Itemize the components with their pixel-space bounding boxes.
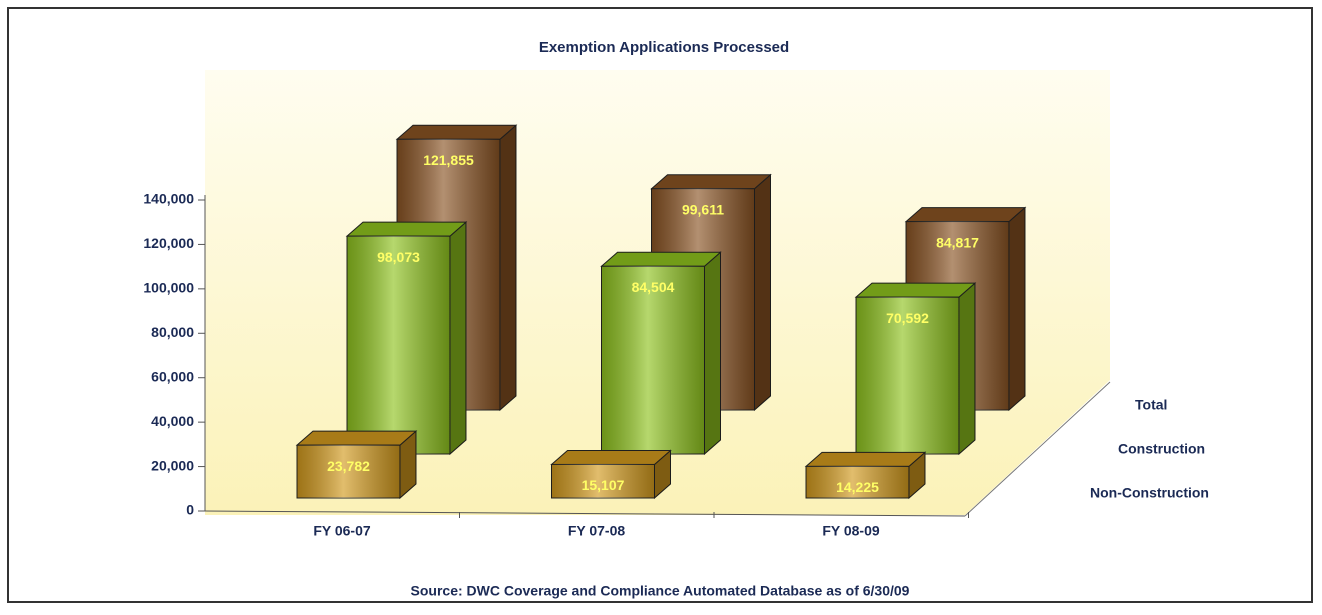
bar-side-shade — [1009, 207, 1025, 410]
bar-side-shade — [959, 283, 975, 454]
y-tick-label: 140,000 — [143, 191, 194, 207]
source-note: Source: DWC Coverage and Compliance Auto… — [411, 583, 910, 599]
bar-side-shade — [400, 431, 416, 498]
chart-title: Exemption Applications Processed — [539, 39, 789, 56]
bar-top-shade — [551, 450, 671, 465]
bar-top-shade — [397, 125, 516, 140]
bar-shine — [347, 236, 450, 454]
bar-top-shade — [601, 252, 721, 267]
bar-top-shade — [297, 431, 416, 446]
y-tick-label: 120,000 — [143, 235, 194, 251]
value-label: 23,782 — [327, 458, 370, 474]
bar-top-shade — [806, 452, 925, 467]
value-label: 98,073 — [377, 249, 420, 265]
bar-top-shade — [347, 222, 466, 237]
x-tick-label: FY 07-08 — [568, 523, 626, 539]
bar-shine — [806, 466, 909, 498]
x-axis — [204, 510, 966, 517]
bar-top-shade — [906, 207, 1025, 222]
value-label: 121,855 — [423, 152, 474, 168]
bar-top-shade — [856, 283, 975, 298]
x-tick-label: FY 06-07 — [313, 523, 371, 539]
bar-side-shade — [500, 125, 516, 410]
bar-shine — [856, 297, 959, 454]
y-tick-label: 100,000 — [143, 280, 194, 296]
value-label: 84,817 — [936, 234, 979, 250]
bar-side-shade — [450, 222, 466, 454]
legend-label: Construction — [1118, 441, 1205, 457]
bar-side-shade — [754, 174, 771, 410]
y-tick-label: 40,000 — [151, 413, 194, 429]
value-label: 99,611 — [682, 201, 724, 217]
bar-side-shade — [704, 252, 721, 454]
bar-top-shade — [651, 174, 771, 189]
value-label: 84,504 — [632, 279, 675, 295]
y-tick-label: 80,000 — [151, 324, 194, 340]
legend-label: Total — [1135, 397, 1167, 413]
depth-axis — [964, 381, 1111, 517]
y-tick-label: 0 — [186, 502, 194, 518]
value-label: 70,592 — [886, 310, 929, 326]
bar-shine — [297, 445, 400, 498]
y-tick-label: 20,000 — [151, 457, 194, 473]
legend-label: Non-Construction — [1090, 485, 1209, 501]
bar-shine — [601, 266, 705, 454]
bar-side-shade — [654, 450, 671, 498]
y-tick-label: 60,000 — [151, 368, 194, 384]
value-label: 15,107 — [582, 477, 625, 493]
x-tick-label: FY 08-09 — [822, 523, 880, 539]
bar-side-shade — [909, 452, 925, 498]
bar-shine — [551, 464, 655, 498]
value-label: 14,225 — [836, 479, 879, 495]
